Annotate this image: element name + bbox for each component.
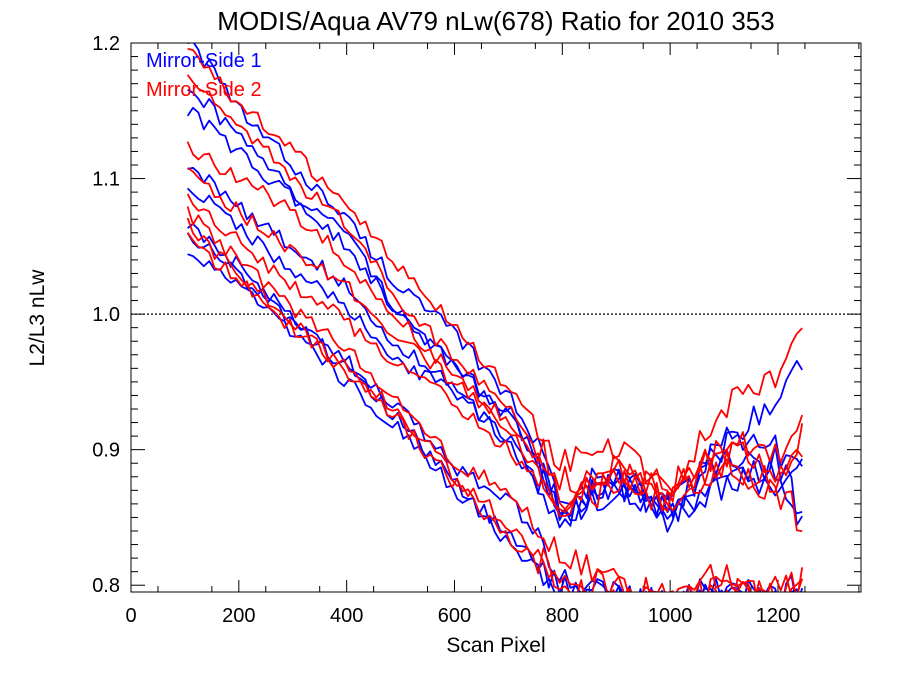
series-line-mirror-side-2 bbox=[187, 167, 803, 533]
plot-frame bbox=[130, 42, 862, 593]
series-line-mirror-side-2 bbox=[187, 47, 803, 503]
x-tick-label: 1200 bbox=[756, 605, 801, 627]
y-tick-label: 0.9 bbox=[92, 440, 120, 462]
series-line-mirror-side-2 bbox=[186, 141, 804, 511]
legend-mirror-side-1: Mirror-Side 1 bbox=[146, 50, 262, 72]
series-line-mirror-side-1 bbox=[187, 43, 803, 507]
x-tick-label: 1000 bbox=[648, 605, 693, 627]
series-line-mirror-side-1 bbox=[186, 232, 804, 592]
y-tick-label: 1.0 bbox=[92, 304, 120, 326]
series-line-mirror-side-2 bbox=[186, 74, 804, 512]
series-line-mirror-side-2 bbox=[186, 206, 803, 592]
x-tick-label: 800 bbox=[546, 605, 579, 627]
series-line-mirror-side-1 bbox=[187, 166, 803, 529]
series-line-mirror-side-2 bbox=[186, 232, 804, 592]
chart-title: MODIS/Aqua AV79 nLw(678) Ratio for 2010 … bbox=[217, 6, 774, 36]
series-group bbox=[186, 43, 804, 592]
series-line-mirror-side-2 bbox=[186, 193, 803, 517]
y-tick-label: 0.8 bbox=[92, 575, 120, 597]
series-line-mirror-side-1 bbox=[187, 223, 800, 592]
y-tick-label: 1.1 bbox=[92, 169, 120, 191]
series-line-mirror-side-2 bbox=[186, 217, 804, 592]
x-tick-label: 600 bbox=[438, 605, 471, 627]
legend: Mirror-Side 1 Mirror-Side 2 bbox=[146, 50, 262, 101]
series-line-mirror-side-1 bbox=[186, 187, 803, 533]
x-tick-label: 400 bbox=[330, 605, 363, 627]
axes: 0 200 400 600 800 1000 1200 0.8 0.9 1.0 1.1 1.2 bbox=[92, 33, 861, 627]
x-axis-label: Scan Pixel bbox=[446, 634, 545, 657]
x-tick-label: 200 bbox=[222, 605, 255, 627]
x-tick-label: 0 bbox=[125, 605, 136, 627]
y-tick-label: 1.2 bbox=[92, 33, 120, 55]
legend-mirror-side-2: Mirror-Side 2 bbox=[146, 79, 262, 101]
y-axis-label: L2/L3 nLw bbox=[26, 269, 49, 367]
